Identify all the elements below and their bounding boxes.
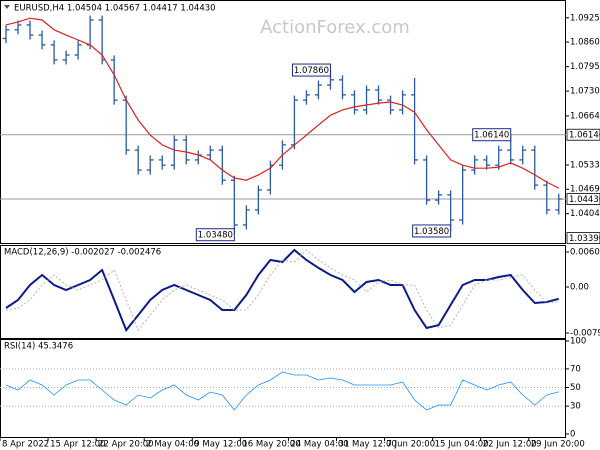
- y-tick-label: 30: [570, 402, 581, 412]
- x-tick-label: 15 Jun 04:00: [435, 440, 489, 450]
- annotation-label: 1.07860: [294, 66, 329, 76]
- y-tick-label: 1.07300: [570, 87, 600, 97]
- annotation-label: 1.03580: [414, 227, 449, 237]
- panel-title: EURUSD,H4 1.04504 1.04567 1.04417 1.0443…: [14, 4, 216, 14]
- signal-line: [5, 249, 559, 332]
- annotation-box: [472, 128, 512, 142]
- moving-average: [5, 17, 560, 189]
- y-tick-label: 50: [570, 383, 581, 393]
- macd-line: [5, 248, 560, 333]
- macd-frame: [0, 245, 566, 339]
- y-tick-label: 0.006012: [570, 247, 600, 257]
- x-tick-label: 8 Apr 2022: [2, 440, 49, 450]
- rsi-frame: [0, 339, 566, 438]
- x-tick-label: 15 Apr 12:00: [50, 440, 105, 450]
- x-tick-label: 9 May 12:00: [194, 440, 247, 450]
- y-tick-label: 1.08605: [570, 38, 600, 48]
- x-tick-label: 22 Apr 20:00: [98, 440, 153, 450]
- y-tick-label: 1.04690: [570, 185, 600, 195]
- price-label-box: [566, 232, 600, 245]
- annotation-label: 1.06140: [474, 131, 509, 141]
- x-tick-label: 22 Jun 12:00: [483, 440, 537, 450]
- x-tick-label: 31 May 12:00: [338, 440, 396, 450]
- price-label: 1.03390: [569, 234, 600, 244]
- y-tick-label: -0.007907: [570, 329, 600, 339]
- annotation-box: [291, 63, 331, 77]
- y-tick-label: 0: [570, 430, 575, 440]
- x-tick-label: 7 Jun 20:00: [387, 440, 436, 450]
- y-tick-label: 100: [570, 337, 586, 347]
- watermark: ActionForex.com: [260, 17, 410, 38]
- y-tick-label: 1.04040: [570, 209, 600, 219]
- panel-title: MACD(12,26,9) -0.002027 -0.002476: [4, 248, 161, 258]
- y-tick-label: 70: [570, 364, 581, 374]
- panel-title: RSI(14) 45.3476: [4, 342, 73, 352]
- y-tick-label: 0.00: [570, 282, 589, 292]
- rsi-line: [5, 371, 559, 411]
- annotation-label: 1.03480: [198, 231, 233, 241]
- annotation-box: [412, 224, 452, 238]
- x-tick-label: 16 May 20:00: [242, 440, 300, 450]
- y-tick-label: 1.07950: [570, 62, 600, 72]
- price-label: 1.04430: [569, 195, 600, 205]
- x-tick-label: 29 Jun 20:00: [531, 440, 585, 450]
- annotation-box: [195, 228, 235, 242]
- y-tick-label: 1.09250: [570, 13, 600, 23]
- price-label-box: [566, 193, 600, 205]
- price-label-box: [566, 128, 600, 141]
- x-tick-label: 24 May 04:00: [290, 440, 348, 450]
- title-icon: [4, 5, 10, 9]
- y-tick-label: 1.05335: [570, 160, 600, 170]
- price-label: 1.06140: [569, 131, 600, 141]
- x-tick-label: 2 May 04:00: [146, 440, 199, 450]
- price-frame: [0, 0, 566, 244]
- y-tick-label: 1.06640: [570, 111, 600, 121]
